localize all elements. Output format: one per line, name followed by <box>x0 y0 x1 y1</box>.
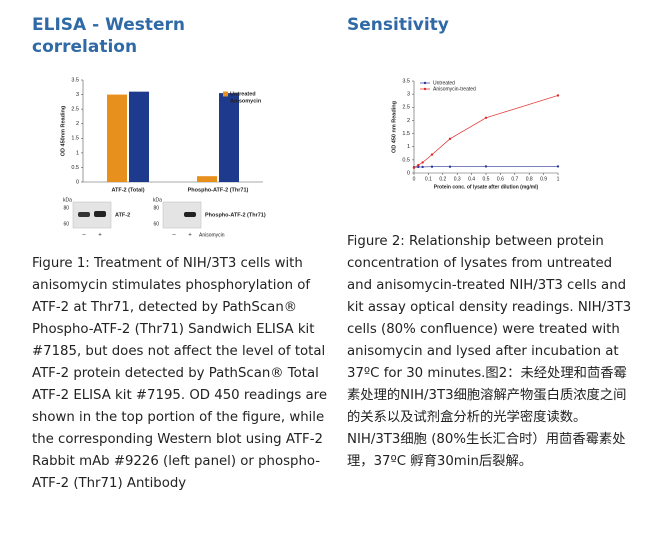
legend-label: Untreated <box>230 91 256 97</box>
point <box>448 165 452 168</box>
point <box>448 137 452 141</box>
legend-marker <box>423 81 427 85</box>
band <box>184 212 196 217</box>
legend-label: Anisomycin-treated <box>433 86 476 92</box>
y-tick-label: 3.5 <box>402 78 410 84</box>
x-tick-label: 0.8 <box>526 176 533 182</box>
band <box>94 211 106 217</box>
point <box>484 116 488 119</box>
legend-marker <box>423 87 427 91</box>
point <box>417 163 420 167</box>
lane-label: + <box>98 233 102 239</box>
line-chart: 0 0.5 1 1.5 2 2.5 3 3.5 OD 450 nm Reading 0 0.1 0.2… <box>391 78 560 190</box>
y-tick-label: 1.5 <box>402 131 410 137</box>
point <box>430 165 434 168</box>
y-axis-label: OD 450nm Reading <box>60 106 66 156</box>
legend-swatch <box>223 91 228 97</box>
y-tick-label: 1.5 <box>71 136 79 142</box>
heading: ELISA - Western correlation <box>32 15 185 57</box>
point <box>430 153 434 156</box>
legend-label: Anisomycin <box>230 98 262 104</box>
point <box>484 165 488 168</box>
x-tick-label: ATF-2 (Total) <box>111 187 144 193</box>
lane-label: – <box>82 233 86 239</box>
point <box>421 161 424 164</box>
y-tick-label: 0.5 <box>402 157 410 163</box>
x-tick-label: 0.1 <box>425 176 432 182</box>
x-tick-label: 0.5 <box>483 176 490 182</box>
bar <box>129 91 149 182</box>
x-tick-label: 0.2 <box>439 176 446 182</box>
y-tick-label: 3 <box>76 92 79 98</box>
y-tick-label: 0.5 <box>71 165 79 171</box>
legend-label: Untreated <box>433 80 455 86</box>
heading: Sensitivity <box>347 15 449 35</box>
y-tick-label: 1 <box>76 150 79 156</box>
x-tick-label: Phospho-ATF-2 (Thr71) <box>188 187 249 193</box>
legend-swatch <box>223 98 228 104</box>
x-tick-label: 0.6 <box>497 176 504 182</box>
x-tick-label: 0.9 <box>540 176 547 182</box>
y-tick-label: 0 <box>76 179 79 185</box>
western-blots: kDa 80 60 ATF-2 – + kDa 80 60 Phospho-ATF-2 (Thr7… <box>63 197 266 239</box>
y-tick-label: 0 <box>407 170 410 176</box>
x-tick-label: 0.4 <box>468 176 475 182</box>
caption: Figure 1: Treatment of NIH/3T3 cells wit… <box>32 256 328 491</box>
y-axis-label: OD 450 nm Reading <box>391 101 397 153</box>
series-line <box>413 95 559 169</box>
y-tick-label: 3 <box>407 92 410 98</box>
x-tick-label: 1 <box>557 176 560 182</box>
marker-label: 60 <box>153 221 159 227</box>
x-axis-label: Protein conc. of lysate after dilution (… <box>434 184 539 190</box>
x-tick-label: 0.7 <box>511 176 518 182</box>
x-tick-label: 0 <box>413 176 416 182</box>
y-tick-label: 2.5 <box>71 107 79 113</box>
y-tick-label: 2.5 <box>402 105 410 111</box>
y-tick-label: 3.5 <box>71 77 79 83</box>
bar <box>197 176 217 182</box>
lane-label: + <box>188 233 192 239</box>
marker-label: 60 <box>63 221 69 227</box>
lane-label: – <box>172 233 176 239</box>
marker-label: 80 <box>63 205 69 211</box>
bar <box>219 93 239 182</box>
point <box>412 166 416 169</box>
treatment-label: Anisomycin <box>199 232 225 238</box>
bar <box>107 94 127 182</box>
band <box>78 212 90 217</box>
blot-label: ATF-2 <box>115 212 130 218</box>
point <box>417 165 420 169</box>
y-tick-label: 2 <box>407 118 410 124</box>
y-tick-label: 1 <box>407 144 410 150</box>
bar-chart: 0 0.5 1 1.5 2 2.5 3 3.5 OD 450nm Reading ATF-2 (T… <box>60 77 263 193</box>
point <box>421 165 424 169</box>
caption: Figure 2: Relationship between protein c… <box>347 234 632 469</box>
kda-label: kDa <box>153 197 162 203</box>
point <box>556 165 560 168</box>
x-tick-label: 0.3 <box>454 176 461 182</box>
kda-label: kDa <box>63 197 72 203</box>
point <box>556 94 560 97</box>
blot-label: Phospho-ATF-2 (Thr71) <box>205 212 266 218</box>
y-tick-label: 2 <box>76 121 79 127</box>
marker-label: 80 <box>153 205 159 211</box>
